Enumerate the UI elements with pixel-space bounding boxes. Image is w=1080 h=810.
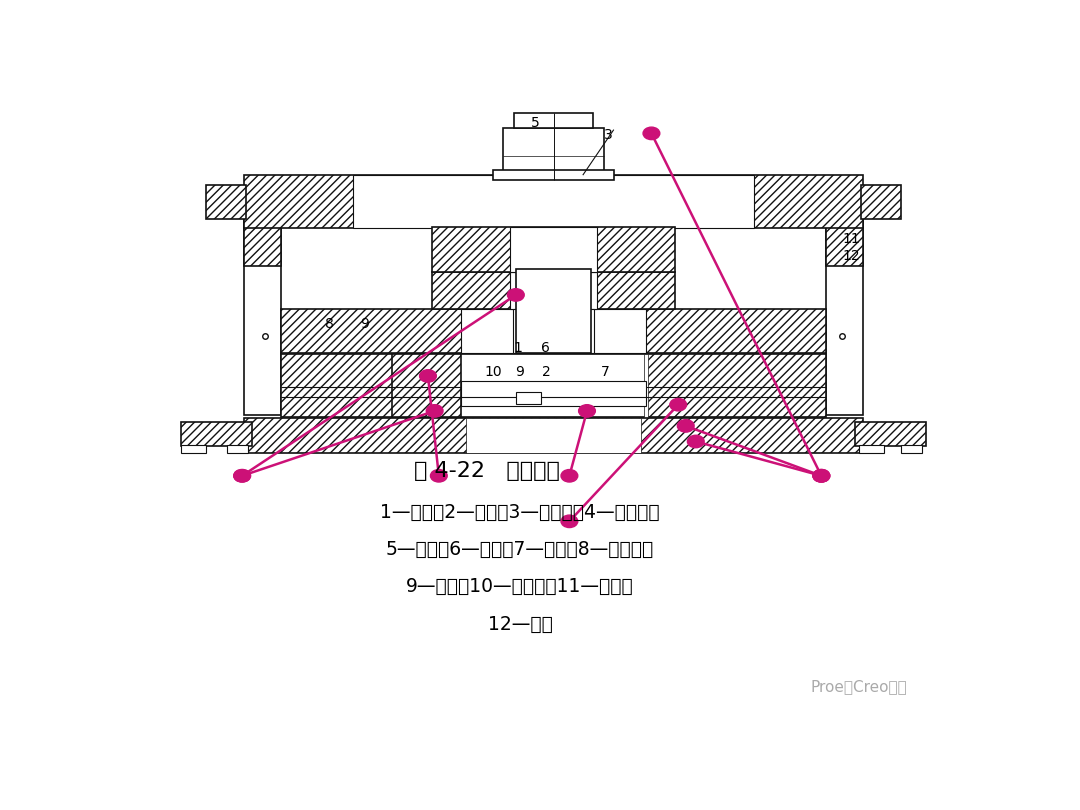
Circle shape bbox=[508, 288, 524, 301]
Bar bbox=[510, 227, 597, 272]
Circle shape bbox=[813, 470, 829, 482]
Circle shape bbox=[813, 470, 829, 482]
Text: 2: 2 bbox=[542, 364, 551, 378]
Bar bbox=[282, 354, 461, 416]
Bar bbox=[503, 129, 604, 175]
Circle shape bbox=[431, 470, 447, 482]
Text: 12—导柱: 12—导柱 bbox=[487, 615, 553, 633]
Bar bbox=[392, 354, 463, 416]
Bar bbox=[282, 309, 825, 353]
Text: 7: 7 bbox=[600, 364, 610, 378]
Circle shape bbox=[670, 399, 687, 411]
Text: 6: 6 bbox=[541, 341, 550, 355]
Bar bbox=[644, 354, 648, 416]
Bar bbox=[244, 175, 863, 228]
Circle shape bbox=[561, 515, 578, 527]
Bar bbox=[244, 203, 282, 266]
Text: 3: 3 bbox=[605, 128, 613, 142]
Text: 9: 9 bbox=[515, 364, 525, 378]
Bar bbox=[244, 203, 282, 416]
Bar bbox=[461, 309, 646, 353]
Text: 1—冲头；2—凹模；3—上模板；4—下模板；: 1—冲头；2—凹模；3—上模板；4—下模板； bbox=[380, 502, 660, 522]
Text: 10: 10 bbox=[485, 364, 502, 378]
Bar bbox=[206, 185, 246, 219]
Circle shape bbox=[579, 405, 595, 417]
Bar bbox=[514, 113, 593, 129]
Bar bbox=[861, 185, 901, 219]
Bar bbox=[513, 309, 594, 353]
Circle shape bbox=[643, 127, 660, 139]
Text: 12: 12 bbox=[842, 249, 861, 263]
Text: Proe和Creo教程: Proe和Creo教程 bbox=[811, 679, 907, 694]
Bar bbox=[461, 354, 646, 416]
Circle shape bbox=[688, 435, 704, 448]
Bar bbox=[227, 446, 248, 453]
Bar bbox=[646, 354, 825, 416]
Circle shape bbox=[427, 405, 443, 417]
Bar bbox=[510, 272, 597, 309]
Bar bbox=[432, 272, 675, 309]
Circle shape bbox=[677, 420, 694, 432]
Bar bbox=[465, 419, 642, 453]
Text: 图 4-22   简单冲模: 图 4-22 简单冲模 bbox=[414, 461, 559, 481]
Text: 11: 11 bbox=[842, 232, 861, 246]
Circle shape bbox=[419, 369, 436, 382]
Circle shape bbox=[233, 470, 251, 482]
Bar bbox=[244, 419, 863, 453]
Text: 9: 9 bbox=[360, 317, 368, 330]
Text: 4: 4 bbox=[669, 398, 677, 411]
Circle shape bbox=[233, 470, 251, 482]
Bar bbox=[181, 421, 253, 446]
Circle shape bbox=[813, 470, 829, 482]
Text: 8: 8 bbox=[325, 317, 334, 330]
Bar bbox=[352, 175, 754, 228]
Bar bbox=[901, 446, 922, 453]
Bar bbox=[825, 203, 863, 266]
Bar bbox=[516, 391, 541, 404]
Bar bbox=[494, 169, 613, 180]
Bar bbox=[516, 269, 591, 353]
Bar bbox=[181, 446, 206, 453]
Text: 9—导板；10—定位销；11—套筒；: 9—导板；10—定位销；11—套筒； bbox=[406, 578, 634, 596]
Bar bbox=[461, 381, 646, 406]
Bar bbox=[825, 203, 863, 416]
Bar bbox=[432, 227, 675, 272]
Text: 5—轴头；6—压板；7—压板；8—卸料板；: 5—轴头；6—压板；7—压板；8—卸料板； bbox=[386, 540, 654, 559]
Bar bbox=[859, 446, 885, 453]
Circle shape bbox=[561, 470, 578, 482]
Bar bbox=[855, 421, 926, 446]
Text: 1: 1 bbox=[513, 341, 522, 355]
Text: 5: 5 bbox=[530, 117, 540, 130]
